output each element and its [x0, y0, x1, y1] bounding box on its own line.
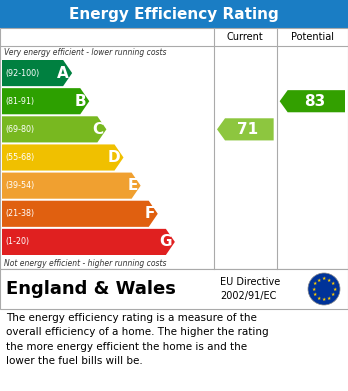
Text: (55-68): (55-68): [5, 153, 34, 162]
Text: C: C: [92, 122, 103, 137]
Text: B: B: [74, 94, 86, 109]
Text: ★: ★: [311, 287, 316, 292]
Text: (69-80): (69-80): [5, 125, 34, 134]
Polygon shape: [2, 172, 141, 199]
Text: ★: ★: [327, 278, 331, 282]
Bar: [0, 269, 348, 309]
Text: ★: ★: [313, 292, 317, 297]
Text: England & Wales: England & Wales: [6, 280, 176, 298]
Text: (39-54): (39-54): [5, 181, 34, 190]
Text: ★: ★: [332, 287, 337, 292]
Text: E: E: [127, 178, 137, 193]
Text: (21-38): (21-38): [5, 209, 34, 218]
Text: ★: ★: [331, 281, 335, 286]
Text: (81-91): (81-91): [5, 97, 34, 106]
Text: Very energy efficient - lower running costs: Very energy efficient - lower running co…: [4, 48, 166, 57]
Text: ★: ★: [331, 292, 335, 297]
Circle shape: [308, 273, 340, 305]
Text: Potential: Potential: [291, 32, 334, 42]
Polygon shape: [2, 229, 175, 255]
Polygon shape: [280, 90, 345, 112]
Text: ★: ★: [322, 297, 326, 302]
Bar: [0, 0, 348, 28]
Polygon shape: [2, 60, 72, 86]
Text: The energy efficiency rating is a measure of the
overall efficiency of a home. T: The energy efficiency rating is a measur…: [6, 313, 269, 366]
Text: (92-100): (92-100): [5, 68, 39, 77]
Polygon shape: [2, 201, 158, 227]
Text: ★: ★: [322, 276, 326, 281]
Text: D: D: [108, 150, 120, 165]
Text: Not energy efficient - higher running costs: Not energy efficient - higher running co…: [4, 258, 166, 267]
Text: Energy Efficiency Rating: Energy Efficiency Rating: [69, 7, 279, 22]
Text: ★: ★: [317, 278, 321, 282]
Text: (1-20): (1-20): [5, 237, 29, 246]
Text: EU Directive
2002/91/EC: EU Directive 2002/91/EC: [220, 277, 280, 301]
Text: A: A: [57, 66, 69, 81]
Text: F: F: [144, 206, 155, 221]
Polygon shape: [2, 116, 106, 142]
Text: 83: 83: [304, 94, 325, 109]
Text: G: G: [159, 235, 172, 249]
Text: ★: ★: [317, 296, 321, 301]
Polygon shape: [2, 88, 89, 114]
Text: ★: ★: [313, 281, 317, 286]
Text: ★: ★: [327, 296, 331, 301]
Bar: [0, 28, 348, 269]
Polygon shape: [217, 118, 274, 140]
Text: Current: Current: [227, 32, 264, 42]
Polygon shape: [2, 144, 124, 170]
Text: 71: 71: [237, 122, 258, 137]
